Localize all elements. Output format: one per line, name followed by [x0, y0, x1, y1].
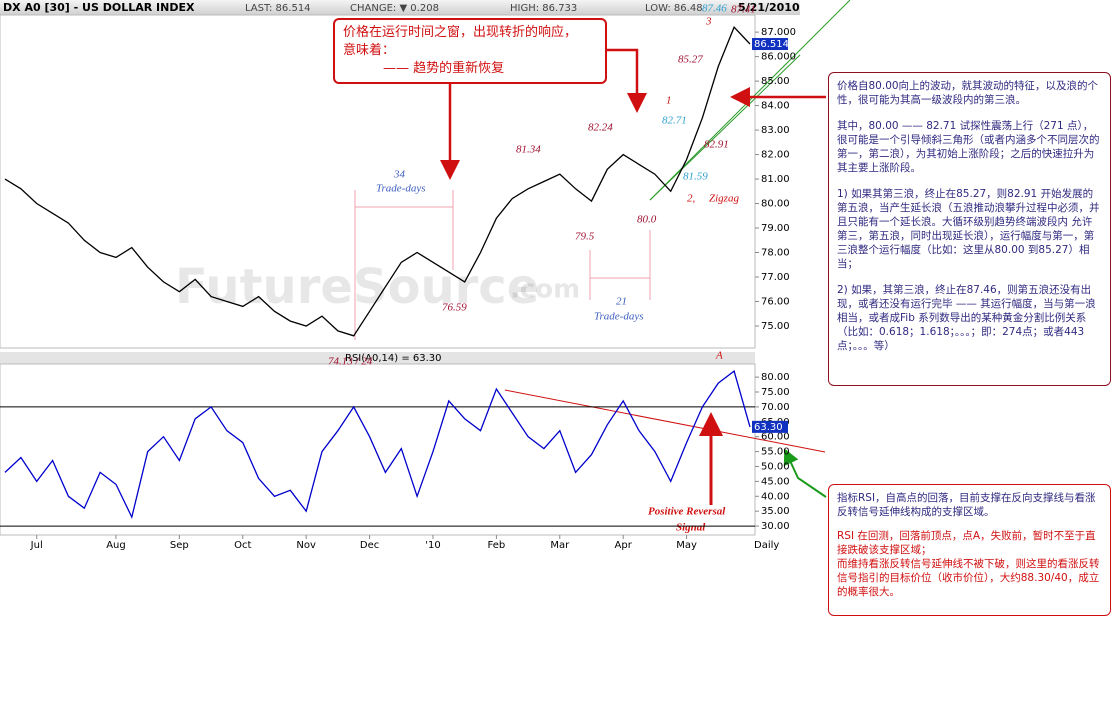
- annotation: 81.59: [683, 171, 708, 183]
- y-tick-label: 45.00: [761, 476, 790, 487]
- x-tick-label: Oct: [234, 540, 251, 551]
- x-tick-label: Mar: [550, 540, 570, 551]
- y-tick-label: 77.00: [761, 272, 790, 283]
- annotation: 74.13 / 24: [328, 356, 373, 368]
- annotation: 2,: [687, 193, 696, 205]
- box-paragraph: RSI 在回测，回落前顶点，点A，失败前，暂时不至于直接跌破该支撑区域；: [837, 530, 1096, 556]
- rsi-title-bar: [0, 352, 755, 364]
- y-tick-label: 78.00: [761, 248, 790, 259]
- rsi-trend-line: [504, 389, 826, 453]
- header-high: HIGH: 86.733: [510, 3, 577, 14]
- annotation: 81.34: [516, 144, 541, 156]
- annotation: 34: [393, 169, 406, 181]
- annotation: 82.91: [704, 139, 729, 151]
- annotation: 82.71: [662, 115, 687, 127]
- annotation: 3: [705, 16, 712, 28]
- header-date: 5/21/2010: [738, 1, 800, 14]
- arrow: [607, 48, 647, 113]
- rsi-frame: [0, 363, 756, 536]
- y-tick-label: 40.00: [761, 491, 790, 502]
- header-last: LAST: 86.514: [245, 3, 311, 14]
- y-tick-label: 84.00: [761, 101, 790, 112]
- bottom-box: 指标RSI，自高点的回落，目前支撑在反向支撑线与看涨反转信号延伸线构成的支撑区域…: [828, 484, 1111, 616]
- box-paragraph: 价格自80.00向上的波动，就其波动的特征，以及浪的个性，很可能为其高一级波段内…: [837, 80, 1099, 106]
- trend-line: [649, 54, 801, 201]
- series-line: [4, 370, 751, 520]
- box-line: 意味着：: [343, 43, 396, 58]
- series-line: [4, 26, 751, 337]
- y-tick-label: 87.000: [761, 27, 796, 38]
- annotation: 87.46: [702, 3, 727, 15]
- x-tick-label: May: [676, 540, 697, 551]
- box-paragraph: 指标RSI，自高点的回落，目前支撑在反向支撑线与看涨反转信号延伸线构成的支撑区域…: [837, 492, 1096, 518]
- box-paragraph: 其中，80.00 —— 82.71 试探性震荡上行（271 点），很可能是一个引…: [837, 120, 1100, 174]
- rsi-title: RSI(A0,14) = 63.30: [345, 353, 442, 364]
- annotation: Positive Reversal: [648, 506, 726, 518]
- y-tick-label: 75.00: [761, 321, 790, 332]
- annotation: 85.27: [678, 54, 703, 66]
- annotation: 80.0: [637, 214, 657, 226]
- annotation: 76.59: [442, 302, 467, 314]
- annotation: 82.24: [588, 122, 613, 134]
- y-tick-label: 76.00: [761, 296, 790, 307]
- y-tick-label: 70.00: [761, 402, 790, 413]
- y-tick-label: 30.00: [761, 521, 790, 532]
- annotation: Signal: [676, 522, 706, 534]
- annotation: 79.5: [575, 231, 595, 243]
- annotation: 21: [616, 296, 627, 308]
- x-tick-label: Jul: [30, 540, 43, 551]
- x-tick-label: Sep: [170, 540, 189, 551]
- x-tick-label: '10: [425, 540, 440, 551]
- y-tick-label: 35.00: [761, 506, 790, 517]
- box-paragraph: 而维持看涨反转信号延伸线不被下破，则这里的看涨反转信号指引的目标价位（收市价位）…: [837, 558, 1100, 598]
- box-paragraph: 2) 如果，其第三浪，终止在87.46，则第五浪还没有出现，或者还没有运行完毕 …: [837, 284, 1096, 352]
- arrow: [783, 448, 827, 498]
- top-box: 价格在运行时间之窗，出现转折的响应， 意味着： —— 趋势的重新恢复: [333, 18, 607, 84]
- y-tick-label: 81.00: [761, 174, 790, 185]
- y-tick-label: 85.00: [761, 76, 790, 87]
- box-line: 价格在运行时间之窗，出现转折的响应，: [343, 25, 578, 40]
- header-change: CHANGE: ▼ 0.208: [350, 3, 439, 14]
- box-paragraph: 1) 如果其第三浪，终止在85.27，则82.91 开始发展的第五浪，当产生延长…: [837, 188, 1100, 270]
- annotation: 1: [666, 95, 672, 107]
- watermark: .com: [510, 275, 580, 305]
- box-line: —— 趋势的重新恢复: [383, 61, 505, 76]
- last-tag-label: 86.514: [754, 39, 789, 50]
- y-tick-label: 80.00: [761, 199, 790, 210]
- x-tick-label: Dec: [360, 540, 379, 551]
- y-tick-label: 75.00: [761, 387, 790, 398]
- header-bar: [0, 0, 800, 15]
- header-low: LOW: 86.48: [645, 3, 703, 14]
- x-tick-label: Apr: [615, 540, 633, 551]
- y-tick-label: 83.00: [761, 125, 790, 136]
- y-tick-label: 50.00: [761, 461, 790, 472]
- annotation: Zigzag: [709, 193, 739, 205]
- y-tick-label: 60.00: [761, 432, 790, 443]
- y-tick-label: 86.000: [761, 52, 796, 63]
- x-tick-label: Feb: [488, 540, 506, 551]
- last-tag-label: 63.30: [754, 422, 783, 433]
- price-frame: [0, 14, 756, 349]
- last-tag: [752, 38, 788, 51]
- annotation: Trade-days: [376, 183, 426, 195]
- y-tick-label: 82.00: [761, 150, 790, 161]
- x-tick-label: Nov: [296, 540, 316, 551]
- y-tick-label: 80.00: [761, 372, 790, 383]
- y-tick-label: 55.00: [761, 447, 790, 458]
- header-title: DX A0 [30] - US DOLLAR INDEX: [3, 1, 195, 14]
- annotation: A: [715, 350, 723, 362]
- y-tick-label: 79.00: [761, 223, 790, 234]
- last-tag: [752, 420, 788, 433]
- x-tick-label: Aug: [106, 540, 126, 551]
- x-unit: Daily: [754, 540, 779, 551]
- annotations: 74.13 / 24 76.59 34 Trade-days 81.34 82.…: [328, 3, 756, 534]
- annotation: Trade-days: [594, 311, 644, 323]
- watermark: FutureSource: [175, 259, 539, 315]
- annotation: 87.41: [731, 4, 756, 16]
- right-box: 价格自80.00向上的波动，就其波动的特征，以及浪的个性，很可能为其高一级波段内…: [828, 72, 1111, 386]
- trend-line: [649, 0, 851, 201]
